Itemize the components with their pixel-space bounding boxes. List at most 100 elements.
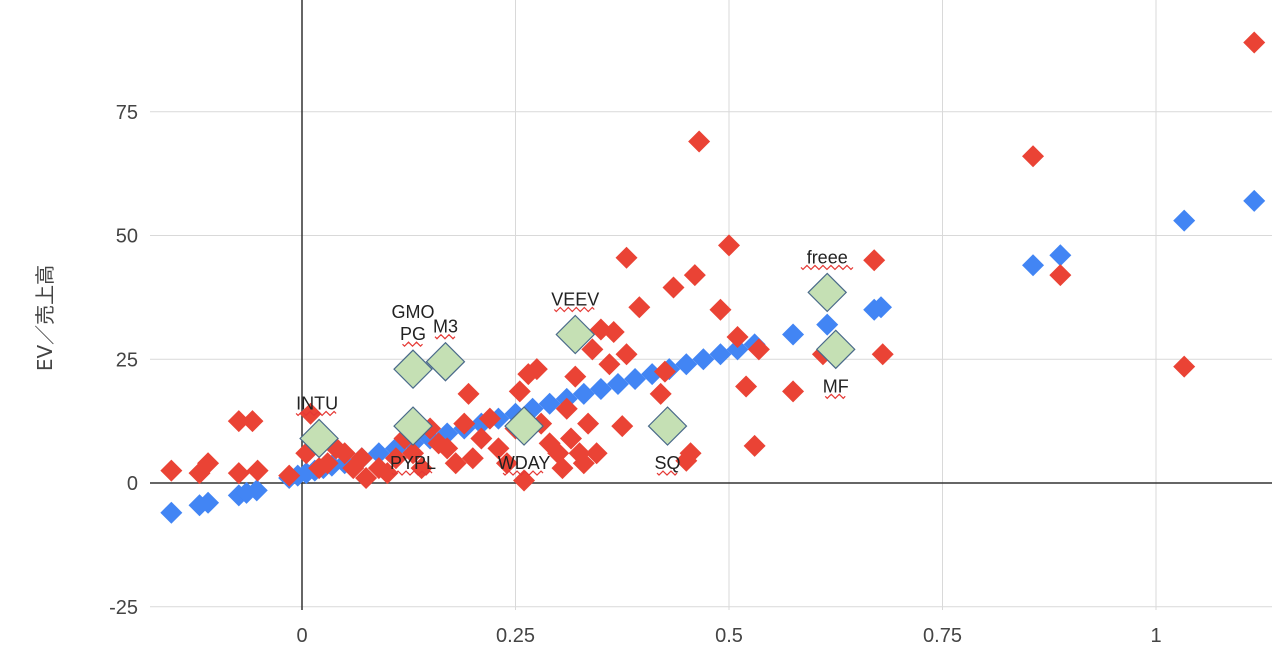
fit-point xyxy=(572,382,595,405)
companies-point xyxy=(735,375,758,398)
companies-point xyxy=(709,298,732,321)
x-tick-label: 0.5 xyxy=(715,625,743,647)
highlighted-point xyxy=(807,272,848,313)
spellcheck-underline xyxy=(656,470,678,476)
point-label-line: VEEV xyxy=(551,290,599,310)
companies-point xyxy=(782,380,805,403)
point-label: MF xyxy=(823,376,849,396)
companies-point xyxy=(384,447,407,470)
point-label-line: WDAY xyxy=(498,453,551,473)
highlighted-point xyxy=(555,314,596,355)
spellcheck-underline xyxy=(824,393,846,400)
companies-point xyxy=(564,365,587,388)
fit-point xyxy=(816,313,839,336)
companies-point xyxy=(585,442,608,465)
x-tick-label: 1 xyxy=(1150,625,1161,647)
tick-labels: 0 0.25 0.5 0.75 1 -25 0 25 50 75 xyxy=(109,102,1161,647)
companies-point xyxy=(871,343,894,366)
companies-point xyxy=(615,343,638,366)
companies-point xyxy=(525,358,548,381)
fit-point xyxy=(675,353,698,376)
companies-point xyxy=(470,427,493,450)
companies-point xyxy=(227,410,250,433)
fit-point xyxy=(245,479,268,502)
companies-point xyxy=(241,410,264,433)
companies-point xyxy=(227,462,250,485)
companies-point xyxy=(278,464,301,487)
companies-point xyxy=(1173,355,1196,378)
companies-point xyxy=(1049,264,1072,287)
companies-point xyxy=(551,457,574,480)
companies-point xyxy=(316,452,339,475)
companies-point xyxy=(653,360,676,383)
spellcheck-underline xyxy=(402,341,423,347)
companies-point xyxy=(718,234,740,257)
companies-point xyxy=(560,427,583,450)
x-tick-label: 0.75 xyxy=(923,625,962,647)
point-label-line: MF xyxy=(823,376,849,396)
companies-point xyxy=(444,452,467,475)
fit-point xyxy=(589,377,612,400)
point-label-line: freee xyxy=(807,247,848,267)
y-tick-label: 0 xyxy=(127,473,138,495)
fit-point xyxy=(1243,189,1266,212)
y-tick-label: 75 xyxy=(116,102,138,124)
point-label-line: PYPL xyxy=(390,453,436,473)
grid-lines xyxy=(150,0,1272,610)
companies-point xyxy=(299,402,322,425)
zero-axes xyxy=(150,0,1272,610)
point-label-line: INTU xyxy=(296,393,338,413)
companies-point xyxy=(436,437,459,460)
point-label: GMO PG xyxy=(392,302,435,344)
data-points xyxy=(160,31,1266,524)
companies-point xyxy=(555,397,578,420)
spellcheck-underline xyxy=(295,410,337,417)
fit-point xyxy=(726,338,749,361)
fit-point xyxy=(538,392,561,415)
companies-point xyxy=(508,380,531,403)
spellcheck-underline xyxy=(502,470,544,476)
companies-point xyxy=(246,459,269,482)
point-label: PYPL xyxy=(390,453,436,473)
point-label: M3 xyxy=(433,317,458,337)
highlighted-point xyxy=(393,406,433,446)
fit-point xyxy=(692,348,715,371)
companies-point xyxy=(743,434,766,457)
x-tick-label: 0 xyxy=(296,625,307,647)
companies-point xyxy=(662,276,685,299)
point-label-line: GMO xyxy=(392,302,435,322)
companies-point xyxy=(478,407,501,430)
point-label-line: SQ xyxy=(655,453,681,473)
companies-point xyxy=(197,452,220,475)
spellcheck-underline xyxy=(391,470,433,476)
spellcheck-underline xyxy=(553,306,595,313)
companies-point xyxy=(355,467,378,490)
companies-point xyxy=(1243,31,1266,54)
companies-point xyxy=(1022,145,1045,168)
companies-point xyxy=(402,442,425,465)
point-label: SQ xyxy=(655,453,681,473)
companies-point xyxy=(577,412,600,435)
fit-point xyxy=(367,442,390,465)
companies-point xyxy=(726,325,749,348)
companies-point xyxy=(350,447,373,470)
companies-point xyxy=(160,459,183,482)
highlighted-point xyxy=(815,329,856,370)
fit-point xyxy=(1173,209,1196,232)
x-tick-label: 0.25 xyxy=(496,625,535,647)
fit-point xyxy=(197,491,220,514)
companies-point xyxy=(376,462,399,485)
companies-point xyxy=(615,246,638,269)
companies-point xyxy=(679,442,702,465)
companies-point xyxy=(487,437,510,460)
highlighted-point xyxy=(504,406,544,446)
companies-point xyxy=(461,447,484,470)
companies-point xyxy=(581,338,604,361)
point-label-line: M3 xyxy=(433,317,458,337)
point-label-line: PG xyxy=(400,324,426,344)
fit-point xyxy=(624,368,647,391)
y-axis-label: EV／売上高 xyxy=(33,265,57,371)
point-label: INTU xyxy=(296,393,338,413)
